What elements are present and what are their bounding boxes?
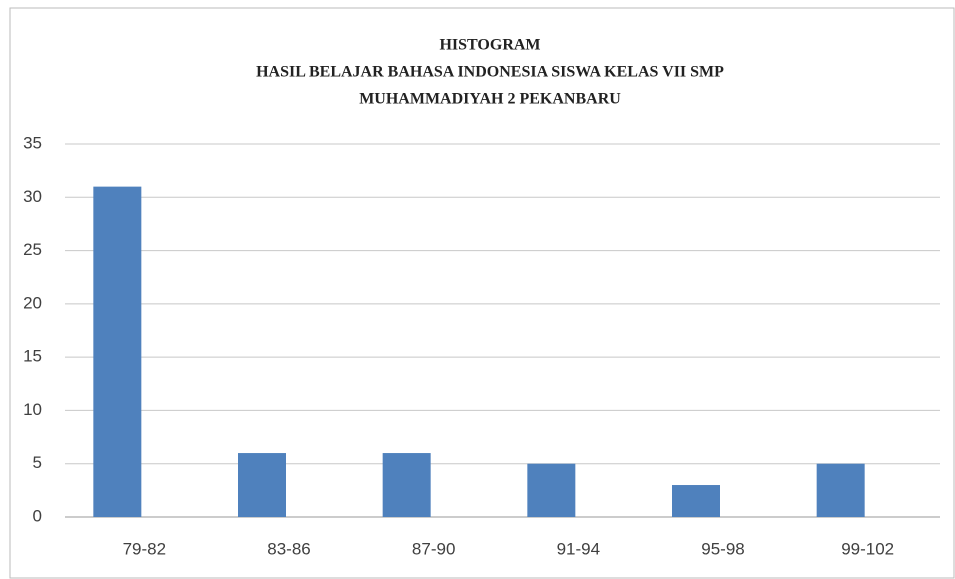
y-tick-label: 15: [23, 347, 42, 366]
y-tick-label: 20: [23, 293, 42, 312]
bar: [238, 453, 286, 517]
chart-title: HASIL BELAJAR BAHASA INDONESIA SISWA KEL…: [256, 64, 724, 81]
x-tick-label: 95-98: [701, 539, 744, 558]
chart-frame: [9, 7, 955, 579]
y-tick-label: 0: [33, 506, 42, 525]
bar: [382, 453, 431, 517]
y-tick-label: 5: [33, 453, 42, 472]
y-tick-label: 30: [23, 187, 42, 206]
chart-title: HISTOGRAM: [439, 37, 540, 54]
x-tick-label: 99-102: [841, 539, 894, 558]
x-tick-label: 83-86: [267, 539, 310, 558]
y-tick-label: 10: [23, 400, 42, 419]
bar: [527, 463, 576, 517]
bar: [93, 186, 142, 517]
x-tick-label: 91-94: [557, 539, 600, 558]
bar: [816, 463, 865, 517]
y-tick-label: 25: [23, 240, 42, 259]
y-tick-label: 35: [23, 133, 42, 152]
x-tick-label: 87-90: [412, 539, 455, 558]
chart-title: MUHAMMADIYAH 2 PEKANBARU: [359, 91, 621, 108]
x-tick-label: 79-82: [123, 539, 166, 558]
bar: [672, 485, 720, 517]
